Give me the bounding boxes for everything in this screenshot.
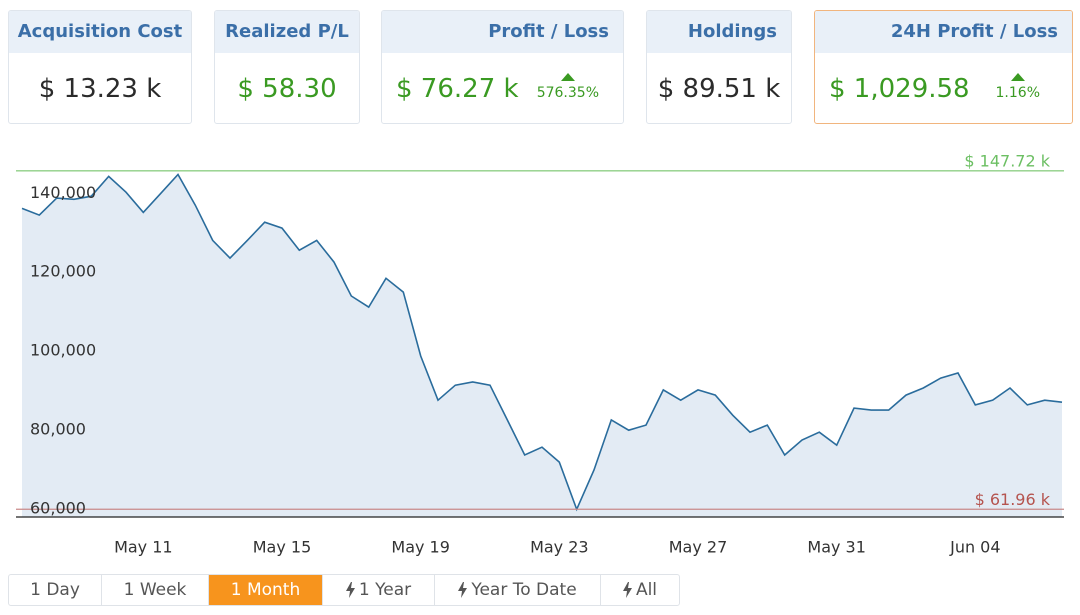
bolt-shape (622, 582, 632, 598)
card-title: Profit / Loss (382, 11, 623, 53)
reference-label: $ 61.96 k (975, 490, 1051, 509)
card-title: Holdings (647, 11, 791, 53)
card-body: $ 13.23 k (9, 53, 191, 123)
trend-up-icon (1010, 73, 1025, 81)
summary-card: Realized P/L $ 58.30 (214, 10, 360, 124)
card-body: $ 76.27 k 576.35% (382, 53, 623, 123)
card-change: 576.35% (537, 73, 599, 101)
card-value: $ 13.23 k (38, 74, 162, 104)
range-button[interactable]: Year To Date (435, 575, 601, 605)
y-tick-label: 60,000 (30, 499, 86, 518)
range-button[interactable]: 1 Week (102, 575, 209, 605)
x-tick-label: May 31 (807, 538, 866, 557)
range-label: 1 Week (123, 580, 187, 600)
y-tick-label: 140,000 (30, 183, 96, 202)
card-value: $ 58.30 (237, 74, 337, 104)
card-body: $ 1,029.58 1.16% (815, 53, 1072, 123)
bolt-icon (458, 582, 468, 598)
bolt-shape (345, 582, 355, 598)
range-label: All (635, 580, 658, 600)
summary-card: Profit / Loss $ 76.27 k 576.35% (381, 10, 624, 124)
summary-card: Acquisition Cost $ 13.23 k (8, 10, 192, 124)
change-percent: 1.16% (995, 85, 1040, 101)
card-body: $ 58.30 (215, 53, 359, 123)
range-button[interactable]: 1 Year (323, 575, 435, 605)
summary-card: Holdings $ 89.51 k (646, 10, 792, 124)
range-button[interactable]: All (601, 575, 679, 605)
card-value: $ 1,029.58 (829, 74, 970, 104)
reference-label: $ 147.72 k (964, 151, 1050, 170)
x-tick-label: May 27 (669, 538, 728, 557)
x-tick-label: May 15 (253, 538, 312, 557)
x-tick-label: May 23 (530, 538, 589, 557)
x-tick-label: May 19 (391, 538, 450, 557)
change-percent: 576.35% (536, 85, 599, 101)
range-label: 1 Year (358, 580, 412, 600)
price-line (21, 173, 1063, 512)
card-value: $ 76.27 k (396, 74, 519, 104)
range-button[interactable]: 1 Month (209, 575, 323, 605)
bolt-icon (622, 582, 632, 598)
area-fill (22, 174, 1062, 517)
range-button[interactable]: 1 Day (9, 575, 102, 605)
range-label: 1 Month (230, 580, 301, 600)
card-change: 1.16% (996, 73, 1040, 101)
card-title: 24H Profit / Loss (815, 11, 1072, 53)
bolt-icon (345, 582, 355, 598)
bolt-shape (458, 582, 468, 598)
range-label: Year To Date (471, 580, 577, 600)
summary-card: 24H Profit / Loss $ 1,029.58 1.16% (814, 10, 1073, 124)
x-tick-label: May 11 (114, 538, 173, 557)
x-tick-label: Jun 04 (949, 538, 1000, 557)
card-value: $ 89.51 k (657, 74, 781, 104)
y-tick-label: 80,000 (30, 420, 86, 439)
trend-up-icon (560, 73, 575, 81)
y-tick-label: 100,000 (30, 341, 96, 360)
y-tick-label: 120,000 (30, 262, 96, 281)
range-label: 1 Day (30, 580, 80, 600)
card-body: $ 89.51 k (647, 53, 791, 123)
range-selector: 1 Day 1 Week 1 Month 1 Year Year To Date All (8, 574, 680, 606)
card-title: Realized P/L (215, 11, 359, 53)
card-title: Acquisition Cost (9, 11, 191, 53)
